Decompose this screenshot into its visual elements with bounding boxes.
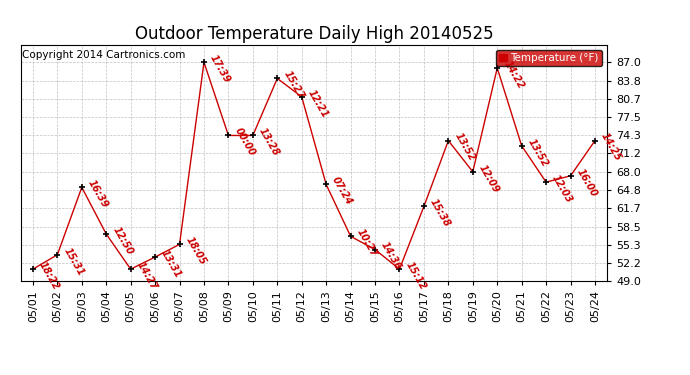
Text: 14:27: 14:27: [135, 260, 159, 292]
Text: 13:52: 13:52: [453, 132, 477, 163]
Text: 15:31: 15:31: [61, 246, 86, 278]
Text: 12:50: 12:50: [110, 225, 135, 256]
Text: 15:38: 15:38: [428, 197, 452, 229]
Text: 15:12: 15:12: [404, 260, 428, 292]
Text: 14:36: 14:36: [380, 240, 404, 272]
Text: 15:27: 15:27: [282, 69, 306, 101]
Title: Outdoor Temperature Daily High 20140525: Outdoor Temperature Daily High 20140525: [135, 26, 493, 44]
Text: 14:25: 14:25: [599, 132, 623, 163]
Text: 00:00: 00:00: [233, 126, 257, 158]
Text: 16:39: 16:39: [86, 178, 110, 210]
Legend: Temperature (°F): Temperature (°F): [496, 50, 602, 66]
Text: 13:31: 13:31: [159, 248, 184, 280]
Text: Copyright 2014 Cartronics.com: Copyright 2014 Cartronics.com: [22, 50, 185, 60]
Text: 07:24: 07:24: [331, 175, 355, 207]
Text: 12:09: 12:09: [477, 163, 501, 194]
Text: 16:00: 16:00: [575, 166, 599, 198]
Text: 14:22: 14:22: [502, 59, 526, 91]
Text: 18:22: 18:22: [37, 260, 61, 292]
Text: 17:39: 17:39: [208, 53, 233, 85]
Text: 13:52: 13:52: [526, 136, 550, 168]
Text: 12:21: 12:21: [306, 88, 330, 119]
Text: 13:28: 13:28: [257, 126, 281, 158]
Text: 10:27: 10:27: [355, 227, 379, 259]
Text: 18:05: 18:05: [184, 235, 208, 267]
Text: 12:03: 12:03: [550, 173, 574, 205]
